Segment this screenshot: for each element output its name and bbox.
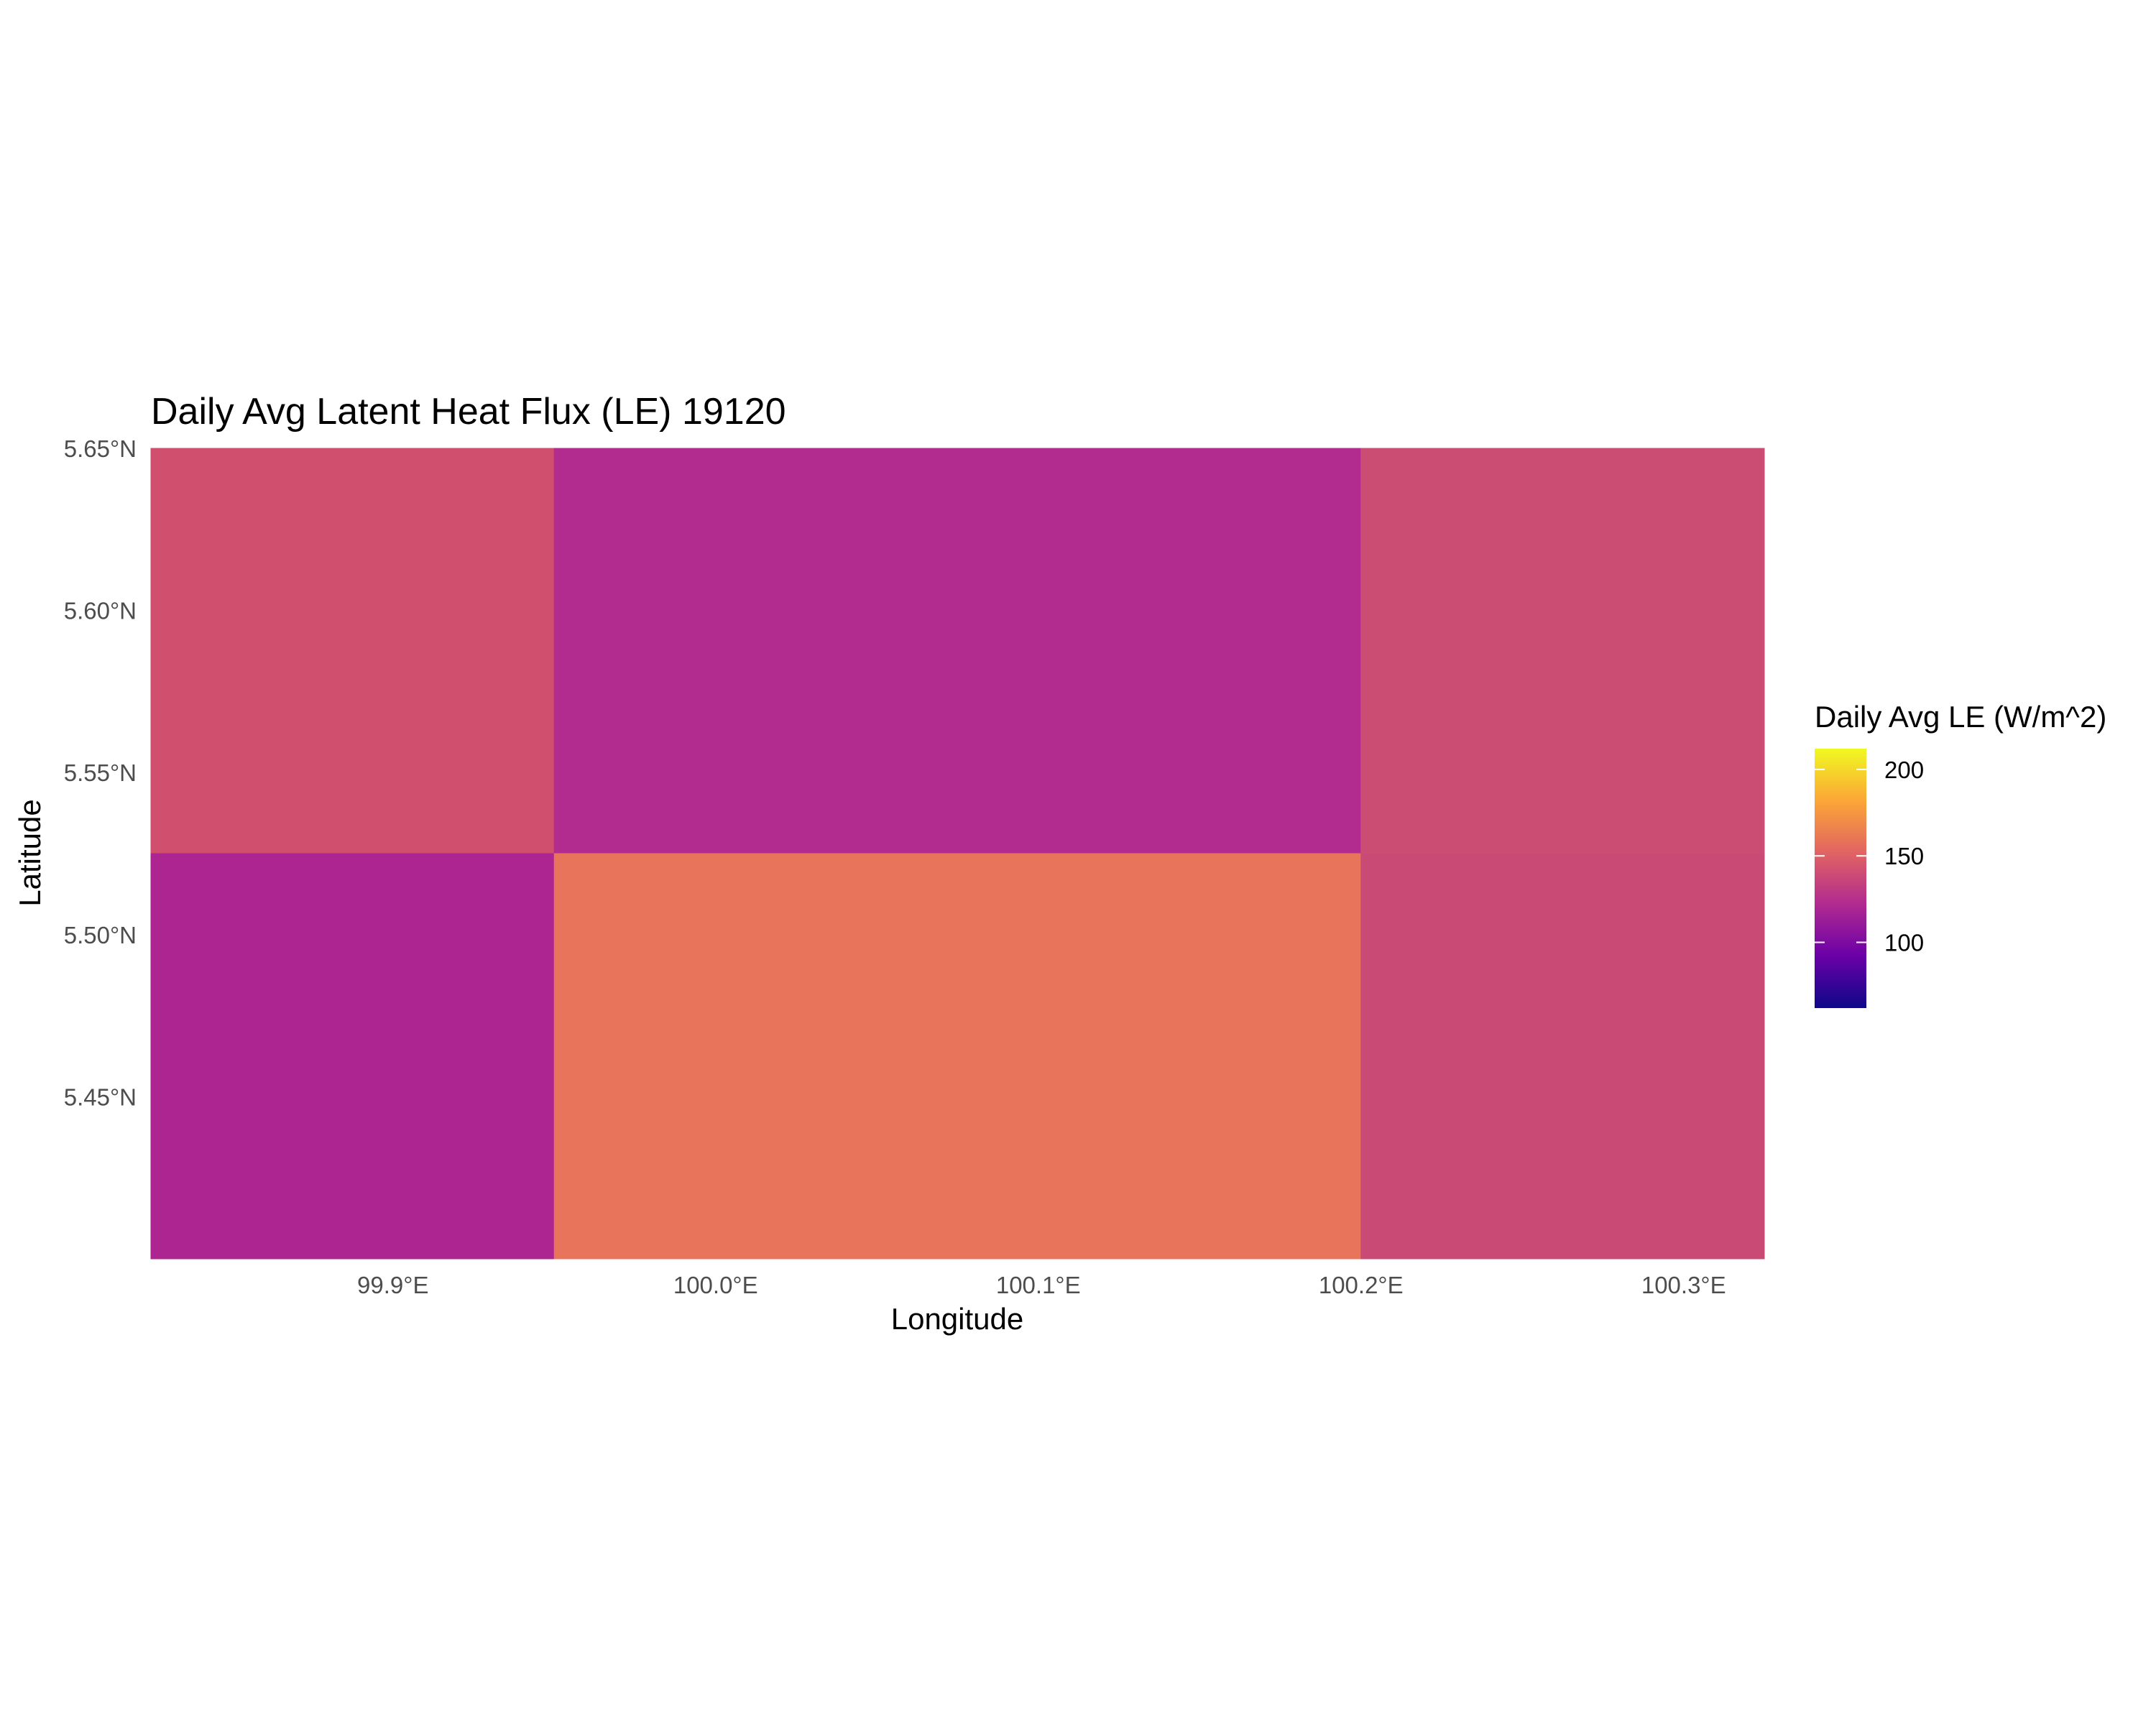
color-legend: Daily Avg LE (W/m^2) 100 150 200 — [1815, 700, 2106, 1008]
y-axis-title: Latitude — [13, 799, 47, 906]
x-tick-label: 100.0°E — [673, 1272, 758, 1298]
legend-colorbar — [1815, 749, 1866, 1008]
heatmap-cell-1 — [150, 448, 555, 854]
heatmap-cell-5 — [553, 853, 1362, 1260]
x-tick-label: 100.1°E — [996, 1272, 1081, 1298]
legend-tick-label: 150 — [1884, 843, 1924, 869]
y-tick-label: 5.65°N — [64, 435, 137, 462]
y-tick-label: 5.55°N — [64, 759, 137, 786]
chart-title: Daily Avg Latent Heat Flux (LE) 19120 — [151, 391, 786, 433]
y-axis-tick-labels: 5.65°N 5.60°N 5.55°N 5.50°N 5.45°N — [64, 435, 137, 1110]
x-axis-tick-labels: 99.9°E 100.0°E 100.1°E 100.2°E 100.3°E — [357, 1272, 1726, 1298]
heatmap-cells — [150, 448, 1765, 1260]
heatmap-cell-4 — [150, 853, 555, 1260]
legend-ticks: 100 150 200 — [1815, 757, 1924, 956]
x-tick-label: 100.3°E — [1641, 1272, 1726, 1298]
legend-title: Daily Avg LE (W/m^2) — [1815, 700, 2106, 734]
legend-tick-label: 100 — [1884, 930, 1924, 956]
x-axis-title: Longitude — [891, 1302, 1024, 1336]
heatmap-cell-6 — [1360, 853, 1765, 1260]
legend-tick-label: 200 — [1884, 757, 1924, 783]
x-tick-label: 99.9°E — [357, 1272, 428, 1298]
heatmap-cell-3 — [1360, 448, 1765, 854]
y-tick-label: 5.45°N — [64, 1084, 137, 1110]
x-tick-label: 100.2°E — [1319, 1272, 1404, 1298]
y-tick-label: 5.60°N — [64, 598, 137, 624]
heatmap-cell-2 — [553, 448, 1362, 854]
y-tick-label: 5.50°N — [64, 922, 137, 948]
